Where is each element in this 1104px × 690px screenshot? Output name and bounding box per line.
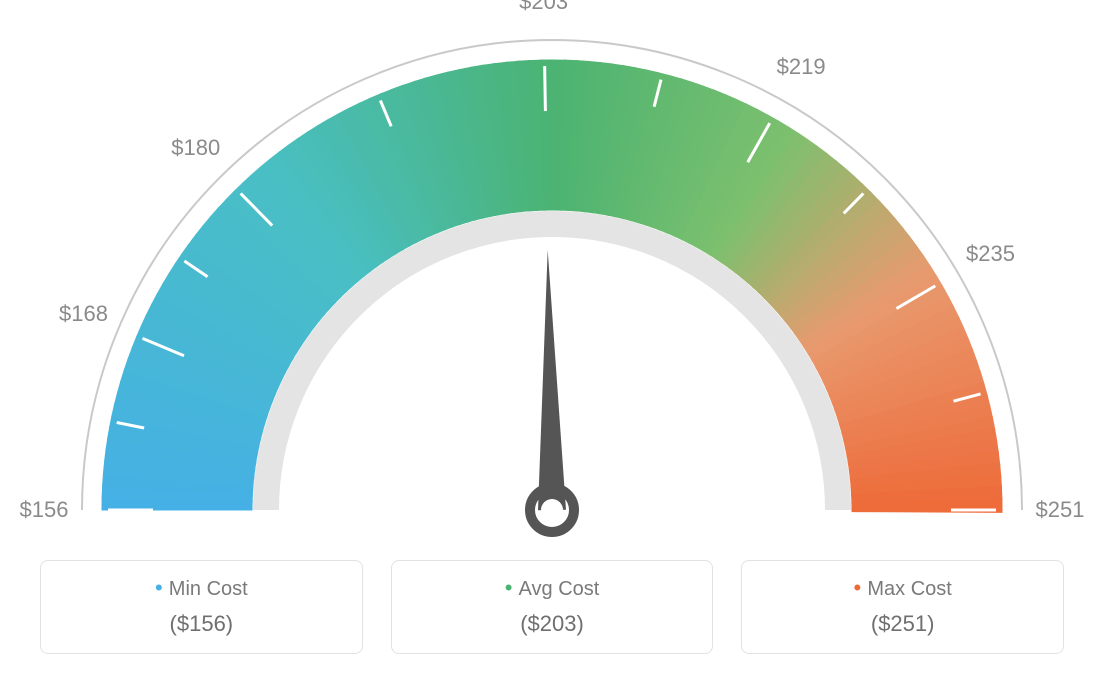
gauge-tick-label: $203 xyxy=(519,0,568,15)
legend-value-max: ($251) xyxy=(752,611,1053,637)
legend-row: Min Cost ($156) Avg Cost ($203) Max Cost… xyxy=(0,560,1104,654)
gauge-tick-label: $219 xyxy=(777,54,826,80)
legend-label-avg: Avg Cost xyxy=(402,575,703,601)
legend-card-min: Min Cost ($156) xyxy=(40,560,363,654)
gauge-tick-label: $156 xyxy=(20,497,69,523)
legend-card-avg: Avg Cost ($203) xyxy=(391,560,714,654)
gauge-tick-label: $180 xyxy=(171,135,220,161)
gauge-tick-label: $251 xyxy=(1036,497,1085,523)
gauge-chart: $156 $168 $180 $203 $219 $235 $251 xyxy=(0,0,1104,560)
gauge-svg xyxy=(0,0,1104,560)
gauge-tick-label: $235 xyxy=(966,241,1015,267)
gauge-needle-base-inner xyxy=(541,499,563,521)
legend-label-min: Min Cost xyxy=(51,575,352,601)
legend-label-max: Max Cost xyxy=(752,575,1053,601)
legend-card-max: Max Cost ($251) xyxy=(741,560,1064,654)
gauge-needle xyxy=(538,250,566,510)
gauge-tick-label: $168 xyxy=(59,301,108,327)
legend-value-avg: ($203) xyxy=(402,611,703,637)
legend-value-min: ($156) xyxy=(51,611,352,637)
